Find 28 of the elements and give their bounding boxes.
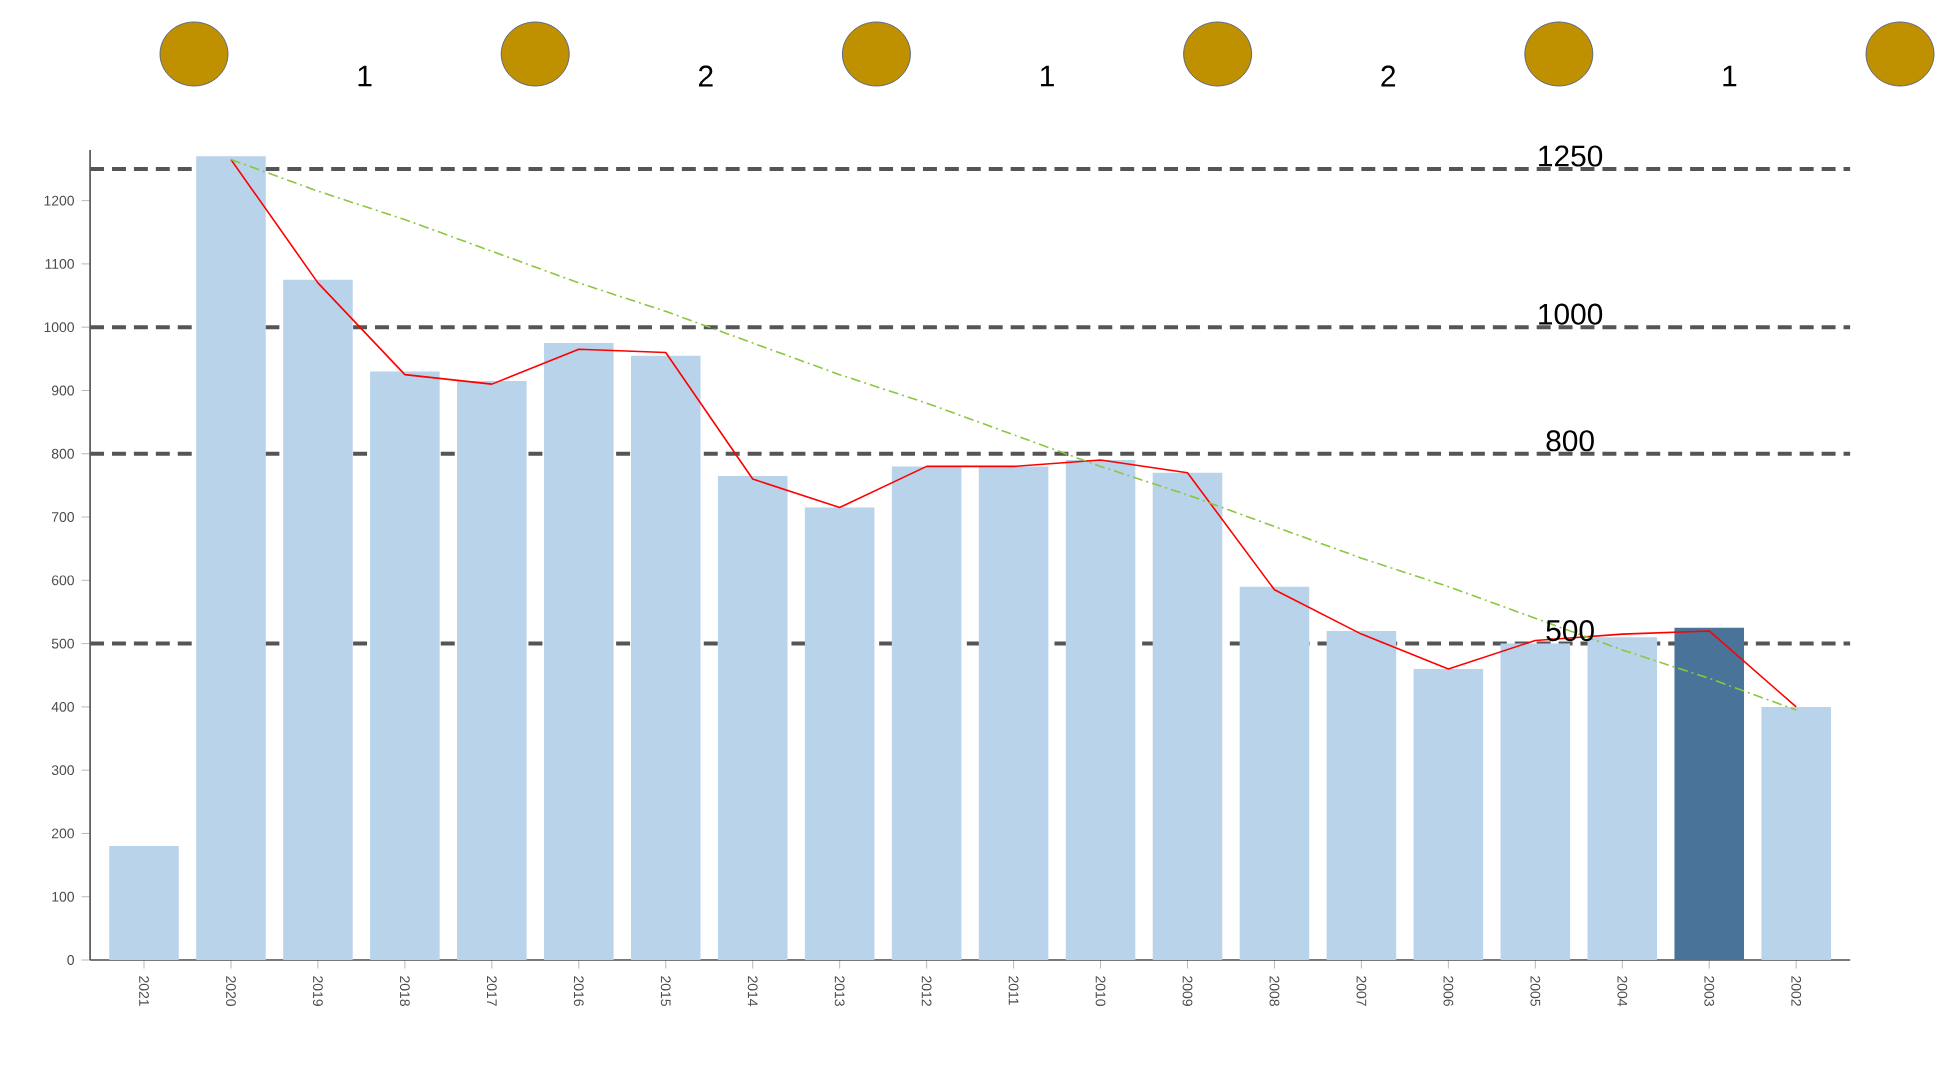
bar xyxy=(891,466,962,960)
ref-line-label: 500 xyxy=(1546,620,1594,642)
bar xyxy=(978,466,1049,960)
bar xyxy=(1065,460,1136,960)
text: 1 xyxy=(358,65,372,87)
text: 2 xyxy=(1381,65,1396,87)
ref-line-label: 800 xyxy=(1546,430,1594,452)
bar xyxy=(457,380,527,960)
bar xyxy=(196,156,266,960)
bar xyxy=(804,507,875,960)
text: 2 xyxy=(699,65,713,87)
bar xyxy=(1239,586,1310,960)
bar xyxy=(1413,668,1484,960)
bar xyxy=(630,355,701,960)
bar xyxy=(1152,472,1223,960)
bar xyxy=(109,846,179,960)
bar xyxy=(717,475,788,960)
text: 1 xyxy=(1723,65,1737,87)
text: 1 xyxy=(1040,65,1054,87)
ref-line-label: 1000 xyxy=(1539,303,1603,325)
ref-line-label: 1250 xyxy=(1539,145,1603,167)
bar xyxy=(544,343,614,960)
bar xyxy=(1326,630,1397,960)
bar xyxy=(1674,627,1745,960)
bar xyxy=(1500,643,1571,960)
bar xyxy=(1761,706,1831,960)
bar xyxy=(370,371,440,960)
bar xyxy=(283,279,353,960)
